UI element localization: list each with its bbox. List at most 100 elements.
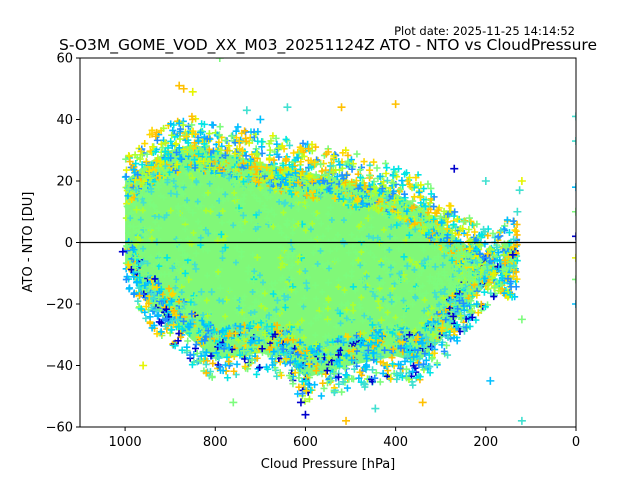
data-point [232, 127, 240, 135]
data-point [381, 346, 389, 354]
data-point [353, 150, 361, 158]
data-point [169, 290, 177, 298]
data-point [308, 141, 316, 149]
data-point [331, 151, 339, 159]
data-point [372, 369, 380, 377]
data-point [331, 194, 339, 202]
data-point [421, 350, 429, 358]
y-tick-label: −60 [46, 421, 73, 436]
data-point [342, 187, 350, 195]
data-point [165, 285, 173, 293]
data-point [241, 127, 249, 135]
data-point [370, 356, 378, 364]
y-tick-label: 40 [56, 113, 73, 128]
data-point [383, 164, 391, 172]
data-point [478, 230, 486, 238]
data-point [338, 388, 346, 396]
y-tick-label: −40 [46, 359, 73, 374]
data-point [403, 352, 411, 360]
x-tick-label: 200 [473, 435, 498, 450]
data-point [417, 181, 425, 189]
data-point [137, 267, 145, 275]
data-point [409, 367, 417, 375]
data-point [216, 123, 224, 131]
data-point [312, 367, 320, 375]
data-point [481, 303, 489, 311]
data-point [376, 378, 384, 386]
data-point [256, 364, 264, 372]
data-point [473, 246, 481, 254]
data-point [253, 370, 261, 378]
data-point [188, 182, 196, 190]
data-point [344, 333, 352, 341]
y-tick-label: −20 [46, 298, 73, 313]
data-point [329, 168, 337, 176]
data-point [233, 145, 241, 153]
data-point [205, 320, 213, 328]
data-point [230, 367, 238, 375]
data-point [363, 355, 371, 363]
data-point [223, 353, 231, 361]
y-tick-label: 20 [56, 175, 73, 190]
data-point [379, 369, 387, 377]
x-tick-label: 400 [383, 435, 408, 450]
data-point [157, 328, 165, 336]
data-point [141, 282, 149, 290]
data-point [510, 261, 518, 269]
data-point [187, 298, 195, 306]
data-point [167, 137, 175, 145]
data-point [422, 333, 430, 341]
data-point [233, 244, 241, 252]
data-point [221, 244, 229, 252]
data-point [231, 139, 239, 147]
data-point [484, 232, 492, 240]
data-point [400, 190, 408, 198]
data-point [493, 243, 501, 251]
data-point [509, 217, 517, 225]
data-point [403, 169, 411, 177]
data-point [343, 171, 351, 179]
data-point [242, 128, 250, 136]
data-point [141, 140, 149, 148]
data-point [169, 126, 177, 134]
data-point [189, 209, 197, 217]
data-point [216, 284, 224, 292]
data-point [317, 392, 325, 400]
data-point [289, 380, 297, 388]
data-point [161, 139, 169, 147]
data-point [428, 355, 436, 363]
data-point [167, 297, 175, 305]
data-point [462, 323, 470, 331]
x-tick-label: 1000 [109, 435, 142, 450]
data-point [343, 384, 351, 392]
data-point [206, 164, 214, 172]
data-point [167, 181, 175, 189]
data-point [184, 122, 192, 130]
data-point [178, 283, 186, 291]
data-point [222, 361, 230, 369]
data-point [382, 159, 390, 167]
data-point [438, 327, 446, 335]
data-point [480, 288, 488, 296]
data-point [322, 300, 330, 308]
data-point [294, 360, 302, 368]
data-point [298, 168, 306, 176]
data-point [195, 150, 203, 158]
data-point [150, 321, 158, 329]
data-point [257, 163, 265, 171]
data-point [349, 242, 357, 250]
data-point [216, 164, 224, 172]
data-point [190, 165, 198, 173]
data-point [266, 146, 274, 154]
data-point [176, 154, 184, 162]
data-point [142, 158, 150, 166]
data-point [281, 304, 289, 312]
data-point [167, 189, 175, 197]
data-point [273, 372, 281, 380]
data-point [146, 319, 154, 327]
data-point [125, 152, 133, 160]
data-point [350, 365, 358, 373]
data-point [401, 357, 409, 365]
data-point [197, 352, 205, 360]
data-point [481, 228, 489, 236]
